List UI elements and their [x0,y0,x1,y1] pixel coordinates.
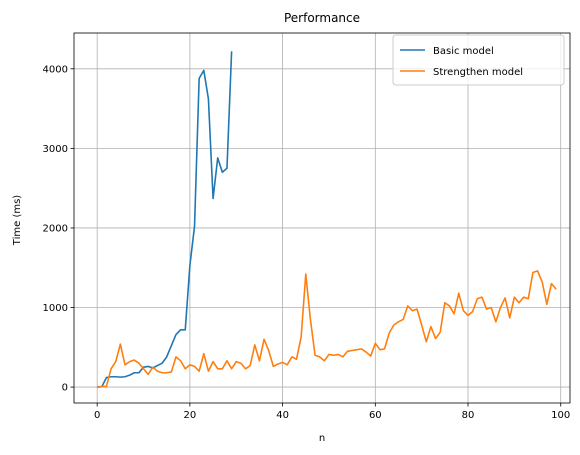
x-tick-label: 80 [462,410,475,421]
series-line-strengthen-model [97,270,557,388]
x-tick-label: 100 [551,410,570,421]
y-tick-label: 2000 [43,223,68,234]
y-tick-label: 4000 [43,64,68,75]
y-tick-label: 1000 [43,303,68,314]
legend-label-strengthen-model: Strengthen model [433,67,523,78]
plot-frame [73,32,571,404]
y-axis-label: Time (ms) [12,195,23,247]
series-line-basic-model [97,51,233,388]
legend-box [392,34,565,86]
x-tick-label: 60 [369,410,382,421]
x-tick-label: 40 [276,410,289,421]
x-tick-label: 20 [184,410,197,421]
x-axis-label: n [319,433,325,444]
y-tick-label: 0 [62,383,68,394]
y-tick-label: 3000 [43,144,68,155]
legend: Basic model Strengthen model [392,34,565,86]
chart-title: Performance [284,11,360,25]
legend-label-basic-model: Basic model [433,46,494,57]
x-tick-label: 0 [94,410,100,421]
series-layer [97,51,557,388]
axes-layer [73,32,571,404]
